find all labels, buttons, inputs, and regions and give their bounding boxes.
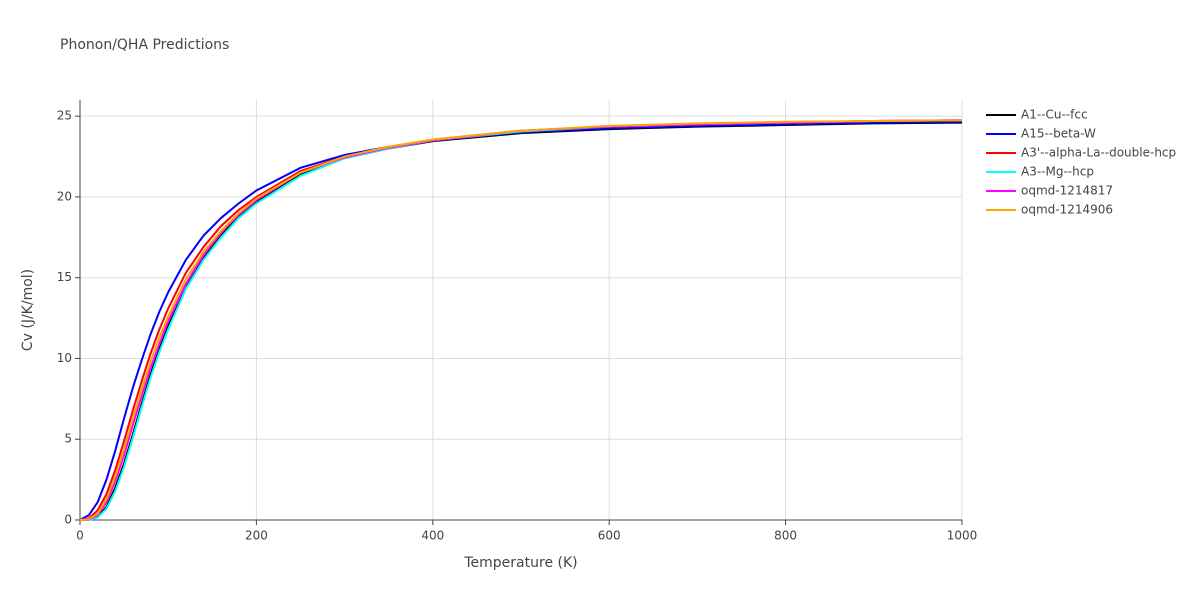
series-line: [79, 119, 963, 521]
series-line: [79, 119, 963, 521]
y-axis-label: Cv (J/K/mol): [20, 269, 36, 351]
series-line: [79, 119, 963, 521]
y-tick-label: 5: [64, 432, 72, 446]
legend-label: A1--Cu--fcc: [1021, 108, 1088, 122]
x-tick-label: 800: [774, 529, 797, 543]
legend-label: oqmd-1214817: [1021, 184, 1113, 198]
y-tick-label: 0: [64, 513, 72, 527]
x-tick-label: 400: [421, 529, 444, 543]
chart-title: Phonon/QHA Predictions: [60, 37, 229, 53]
series-line: [79, 121, 963, 521]
series-line: [79, 120, 963, 521]
legend-label: A15--beta-W: [1021, 127, 1096, 141]
y-tick-label: 10: [57, 351, 72, 365]
x-axis-label: Temperature (K): [463, 555, 577, 571]
x-tick-label: 1000: [947, 529, 978, 543]
x-tick-label: 0: [76, 529, 84, 543]
y-tick-label: 15: [57, 270, 72, 284]
legend-label: oqmd-1214906: [1021, 203, 1113, 217]
series-line: [79, 119, 963, 521]
x-tick-label: 200: [245, 529, 268, 543]
y-tick-label: 20: [57, 189, 72, 203]
x-tick-label: 600: [598, 529, 621, 543]
legend-label: A3--Mg--hcp: [1021, 165, 1094, 179]
y-tick-label: 25: [57, 109, 72, 123]
legend-label: A3'--alpha-La--double-hcp: [1021, 146, 1176, 160]
